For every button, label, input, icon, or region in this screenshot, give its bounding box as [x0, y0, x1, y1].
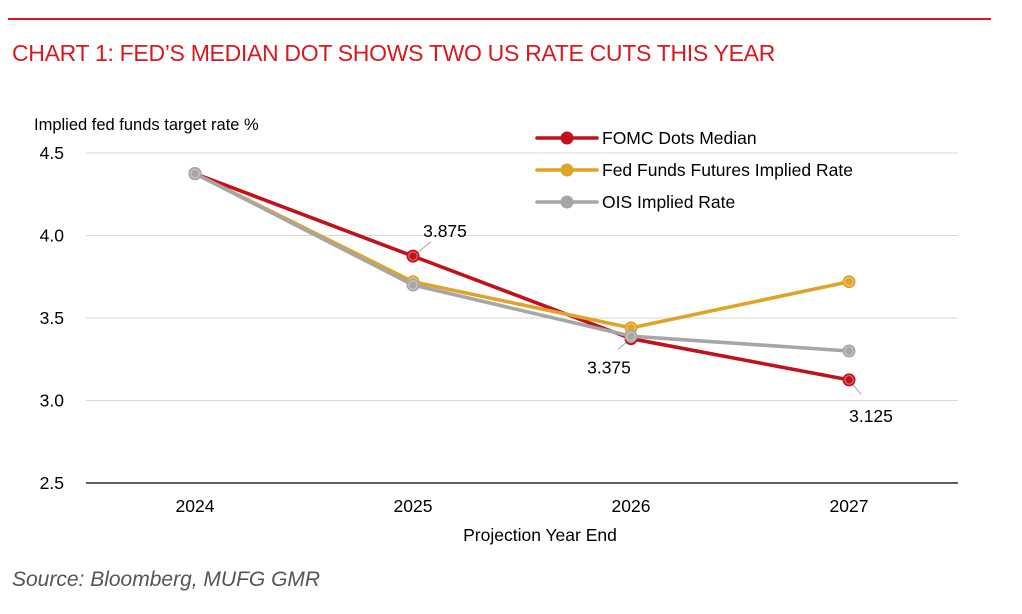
data-point-highlight [190, 168, 200, 179]
data-label: 3.875 [423, 221, 467, 241]
y-axis-label: Implied fed funds target rate % [34, 116, 259, 134]
series-line [193, 171, 851, 353]
legend-item-1: Fed Funds Futures Implied Rate [535, 160, 853, 180]
legend-swatch-marker [560, 131, 574, 145]
data-point [842, 275, 856, 289]
series-lines [188, 167, 856, 387]
x-tick-label: 2027 [830, 496, 869, 516]
x-tick-labels: 2024 2025 2026 2027 [176, 496, 869, 516]
data-label: 3.375 [587, 358, 631, 378]
data-point [842, 344, 856, 358]
legend-label: OIS Implied Rate [602, 192, 735, 212]
line-chart: Implied fed funds target rate % Projecti… [34, 116, 958, 545]
data-point [188, 167, 202, 181]
series-2 [188, 167, 856, 358]
series-0 [188, 167, 856, 387]
legend: FOMC Dots Median Fed Funds Futures Implie… [535, 128, 853, 212]
y-tick-labels: 2.5 3.0 3.5 4.0 4.5 [40, 143, 65, 493]
chart-title: CHART 1: FED’S MEDIAN DOT SHOWS TWO US R… [12, 40, 776, 66]
top-rule [8, 18, 991, 20]
data-point [406, 249, 420, 263]
data-point-highlight [408, 280, 418, 290]
x-tick-label: 2025 [394, 496, 433, 516]
series-line [193, 171, 851, 382]
legend-swatch-marker [560, 195, 574, 209]
data-point [624, 329, 638, 343]
x-tick-label: 2024 [176, 496, 215, 516]
data-point [842, 373, 856, 387]
y-tick-label: 3.5 [40, 308, 64, 328]
legend-label: Fed Funds Futures Implied Rate [602, 160, 853, 180]
data-label: 3.125 [849, 406, 893, 426]
data-point-highlight [408, 251, 418, 261]
legend-swatch-marker [560, 163, 574, 177]
data-point-highlight [844, 277, 854, 287]
data-point-highlight [844, 346, 854, 356]
y-tick-label: 4.0 [40, 226, 65, 246]
legend-label: FOMC Dots Median [602, 128, 757, 148]
annotations: 3.875 3.375 3.125 [423, 221, 893, 426]
data-point [406, 278, 420, 292]
legend-item-0: FOMC Dots Median [535, 128, 757, 148]
y-tick-label: 2.5 [40, 473, 64, 493]
gridlines [86, 152, 958, 484]
y-tick-label: 4.5 [40, 143, 64, 163]
data-point-highlight [626, 331, 636, 341]
data-point-highlight [844, 375, 854, 385]
x-axis-label: Projection Year End [463, 525, 617, 545]
series-line [193, 171, 851, 330]
source-note: Source: Bloomberg, MUFG GMR [12, 568, 321, 591]
y-tick-label: 3.0 [40, 391, 65, 411]
x-tick-label: 2026 [612, 496, 651, 516]
legend-item-2: OIS Implied Rate [535, 192, 735, 212]
